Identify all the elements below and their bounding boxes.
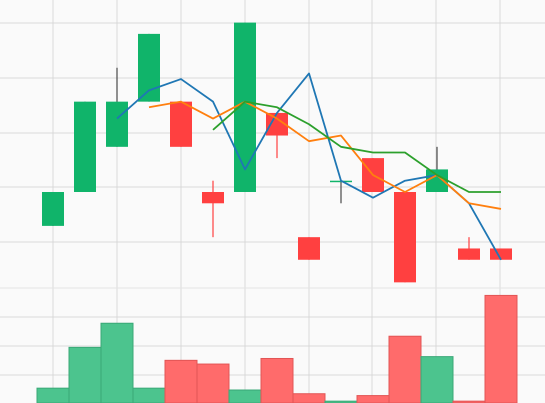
moving-average-line [212,100,501,193]
moving-average-line [148,100,502,210]
candle-body [266,112,288,136]
moving-average-lines [116,72,502,261]
volume-bar [164,359,198,403]
candle-body [490,248,512,260]
volume-bar [292,393,326,403]
volume-bar [356,395,390,403]
volume-bar [132,387,166,403]
candle-body [394,192,416,283]
candle-body [458,248,480,260]
candle-body [106,101,128,147]
volume-bar [420,356,454,403]
volume-bar [260,357,294,403]
volume-bar [68,346,102,403]
candle-body [298,237,320,260]
volume-bar [484,294,518,403]
candle-body [202,192,224,204]
candle-body [426,169,448,192]
volume-bars [36,294,518,403]
volume-bar [388,335,422,403]
candle-body [138,33,160,102]
volume-bar [228,389,262,403]
volume-bar [196,363,230,403]
candle-body [74,101,96,192]
candle-body [42,192,64,226]
candle-body [234,22,256,192]
candles [42,22,512,283]
candle-body [170,101,192,147]
volume-bar [100,322,134,403]
volume-bar [36,387,70,403]
